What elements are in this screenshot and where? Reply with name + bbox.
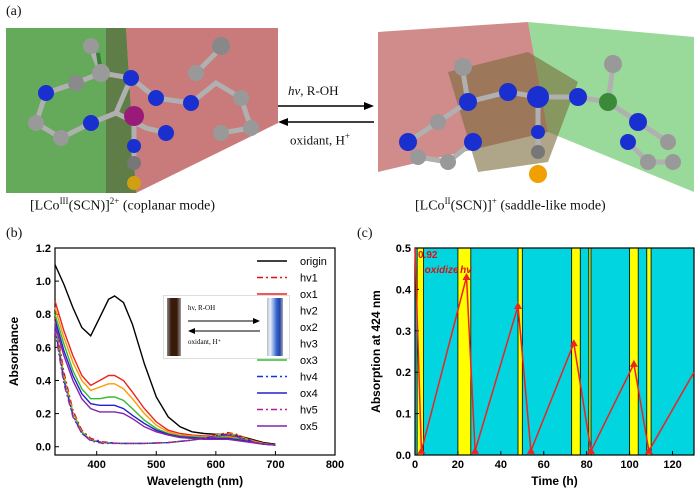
coplanar-caption: [LCoIII(SCN)]2+ (coplanar mode) [30,196,215,214]
data-point-marker [586,446,595,454]
y-tick-label: 0.1 [396,409,411,421]
x-axis-label: Time (h) [531,474,577,488]
y-tick-label: 0.8 [36,309,51,321]
data-point-marker [629,359,638,367]
cuvette-inset: hv, R-OH oxidant, H⁺ [163,295,290,359]
legend-label-ox4: ox4 [300,388,318,400]
absorption-time-chart: 0 20 40 60 80 100 120 0.0 0.1 0.2 0.3 0.4 0.5 Time (h… [369,243,695,488]
series-line-ox5 [54,324,276,446]
reaction-arrows [278,102,374,126]
y-tick-label: 0.5 [396,243,411,255]
x-tick-label: 0 [412,459,418,471]
data-point-marker [514,301,523,309]
x-tick-label: 80 [581,459,593,471]
series-line-hv3 [54,324,276,446]
absorbance-spectrum-chart: 400 500 600 700 800 0.0 0.2 0.4 0.6 0.8 1.0 1.2 Wave… [7,243,344,488]
legend-label-ox2: ox2 [300,322,318,334]
yellow-band [646,247,652,456]
panel-a-label: (a) [6,4,22,19]
x-tick-label: 400 [88,459,106,471]
coplanar-molecule-figure [6,28,278,193]
x-tick-label: 700 [266,459,284,471]
x-tick-label: 600 [207,459,225,471]
x-tick-label: 500 [147,459,165,471]
legend-label-hv3: hv3 [300,339,318,351]
legend-label-origin: origin [300,256,327,268]
data-point-marker [526,446,535,454]
peak-annotation: 0.92 [418,250,438,261]
saddle-caption: [LCoII(SCN)]+ (saddle-like mode) [415,196,606,214]
cuvette-blue [267,298,283,356]
y-tick-label: 0.4 [396,284,412,296]
plot-frame [54,247,336,456]
legend-label-hv2: hv2 [300,306,318,318]
legend-label-ox5: ox5 [300,421,318,433]
y-tick-label: 0.0 [396,450,411,462]
data-point-marker [569,339,578,347]
plot-frame [414,247,695,456]
yellow-band [571,247,581,456]
y-axis-label: Absorbance [7,317,21,387]
x-tick-label: 120 [663,459,681,471]
y-tick-label: 0.2 [396,367,411,379]
series-line-hv5 [54,330,276,446]
legend-label-ox1: ox1 [300,289,318,301]
y-tick-label: 0.6 [36,342,51,354]
y-tick-label: 0.4 [36,375,52,387]
yellow-band [629,247,639,456]
inset-arrows [188,318,260,334]
data-point-marker [644,446,653,454]
y-tick-label: 1.2 [36,243,51,255]
data-point-marker [462,272,471,280]
y-tick-label: 0.2 [36,409,51,421]
legend-label-hv4: hv4 [300,372,318,384]
x-tick-label: 20 [452,459,464,471]
backward-reaction-label: oxidant, H+ [290,131,350,148]
series-line-ox3 [54,313,276,446]
x-tick-label: 40 [495,459,507,471]
y-tick-label: 1.0 [36,276,51,288]
panel-c-label: (c) [357,226,373,241]
x-tick-label: 60 [538,459,550,471]
y-axis-label: Absorption at 424 nm [369,290,383,413]
oxidize-label: oxidize [425,265,459,276]
forward-reaction-label: hv, R-OH [288,83,339,98]
y-tick-label: 0.0 [36,442,51,454]
saddle-molecule-figure [378,22,694,192]
data-point-marker [471,446,480,454]
x-axis-label: Wavelength (nm) [147,474,243,488]
legend-label-hv5: hv5 [300,405,318,417]
yellow-band [588,247,592,456]
panel-b-label: (b) [6,226,23,241]
hv-label: hv [460,265,473,276]
cuvette-brown [167,298,181,356]
series-line-ox2 [54,307,276,446]
series-line-hv1 [54,317,276,446]
x-tick-label: 800 [326,459,344,471]
y-tick-label: 0.3 [396,326,411,338]
inset-forward-label: hv, R-OH [188,304,216,312]
data-point-marker [417,446,426,454]
cyan-background [415,248,694,455]
legend-label-hv1: hv1 [300,273,318,285]
series-line-ox4 [54,319,276,446]
inset-backward-label: oxidant, H⁺ [188,338,222,346]
x-tick-label: 100 [620,459,638,471]
legend-label-ox3: ox3 [300,355,318,367]
